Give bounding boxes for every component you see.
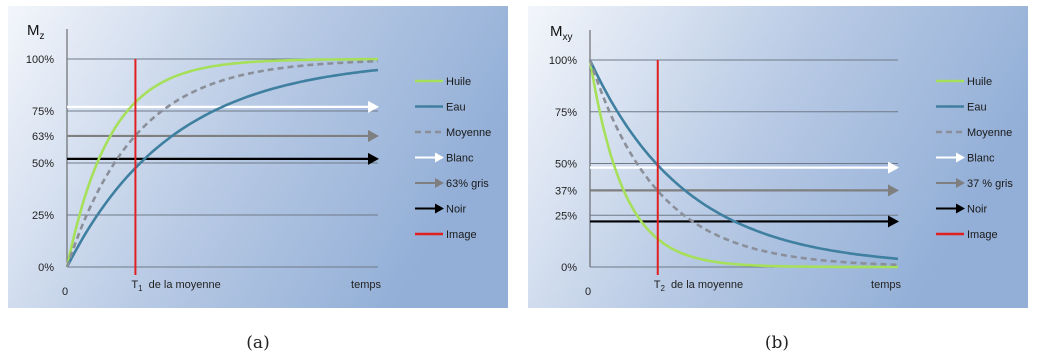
- arrow-63-gris: [67, 129, 379, 142]
- y-tick-label: 100%: [26, 54, 54, 66]
- series-line-moyenne: [588, 59, 899, 267]
- legend-item: Blanc: [415, 152, 474, 165]
- panel-b-chart: 100% 75% 50% 37% 25% 0% Mxy 0 temps T2 de la moyen…: [528, 6, 1028, 308]
- legend-item: Image: [936, 229, 998, 241]
- legend-item: 63% gris: [415, 178, 489, 190]
- marker-label: T2 de la moyenne: [654, 279, 743, 293]
- series-line-moyenne: [65, 59, 379, 268]
- legend-label: Image: [967, 229, 998, 241]
- legend-item: Image: [415, 229, 477, 241]
- legend-label: Eau: [967, 102, 987, 114]
- legend-label: 37 % gris: [967, 178, 1013, 190]
- y-tick-label: 63%: [32, 131, 54, 143]
- legend-label: Noir: [446, 204, 467, 216]
- legend-item: Noir: [936, 203, 988, 216]
- series-line-huile: [588, 59, 898, 269]
- legend-label: Blanc: [446, 153, 474, 165]
- legend-item: Huile: [936, 76, 992, 88]
- y-axis-label: Mxy: [550, 23, 573, 43]
- x-origin-label: 0: [62, 286, 68, 298]
- y-tick-label: 25%: [32, 210, 54, 222]
- y-tick-label: 50%: [555, 159, 577, 171]
- y-axis-label: Mz: [27, 22, 45, 42]
- legend-label: Image: [446, 229, 477, 241]
- arrow-blanc: [590, 161, 899, 174]
- x-axis-end-label: temps: [351, 279, 381, 291]
- legend-label: Huile: [967, 76, 992, 88]
- legend-item: Moyenne: [936, 127, 1012, 139]
- arrow-37-gris: [590, 184, 899, 197]
- legend-label: Eau: [446, 102, 466, 114]
- y-tick-label: 0%: [561, 262, 577, 274]
- y-tick-label: 100%: [549, 55, 577, 67]
- arrow-noir: [67, 152, 379, 165]
- legend-item: Eau: [936, 102, 987, 114]
- y-tick-label: 25%: [555, 210, 577, 222]
- legend-item: Moyenne: [415, 127, 491, 139]
- panel-caption: (a): [246, 333, 269, 353]
- legend-label: Noir: [967, 204, 988, 216]
- y-tick-label: 37%: [555, 185, 577, 197]
- series-line-huile: [65, 57, 378, 268]
- legend-label: Blanc: [967, 153, 995, 165]
- legend-item: 37 % gris: [936, 178, 1013, 190]
- legend-item: Huile: [415, 76, 471, 88]
- legend: Huile Eau Moyenne Blanc 37 % gris Noir Image: [936, 76, 1013, 241]
- legend-label: Moyenne: [446, 127, 491, 139]
- series-line-eau: [588, 59, 899, 261]
- y-tick-label: 50%: [32, 158, 54, 170]
- legend-item: Eau: [415, 102, 466, 114]
- legend: Huile Eau Moyenne Blanc 63% gris Noir Image: [415, 76, 491, 241]
- legend-item: Blanc: [936, 152, 995, 165]
- x-origin-label: 0: [585, 286, 591, 298]
- legend-item: Noir: [415, 203, 467, 216]
- x-axis-end-label: temps: [871, 279, 901, 291]
- marker-label: T1 de la moyenne: [131, 279, 220, 293]
- arrow-blanc: [67, 100, 379, 113]
- panel-caption: (b): [765, 333, 789, 353]
- series-line-eau: [65, 68, 379, 268]
- y-tick-label: 75%: [32, 106, 54, 118]
- panel-a-chart: 100% 75% 63% 50% 25% 0% Mz 0 temps T1 de la moyenn…: [8, 6, 508, 308]
- legend-label: Moyenne: [967, 127, 1012, 139]
- legend-label: 63% gris: [446, 178, 489, 190]
- y-tick-label: 0%: [38, 262, 54, 274]
- legend-label: Huile: [446, 76, 471, 88]
- y-tick-label: 75%: [555, 107, 577, 119]
